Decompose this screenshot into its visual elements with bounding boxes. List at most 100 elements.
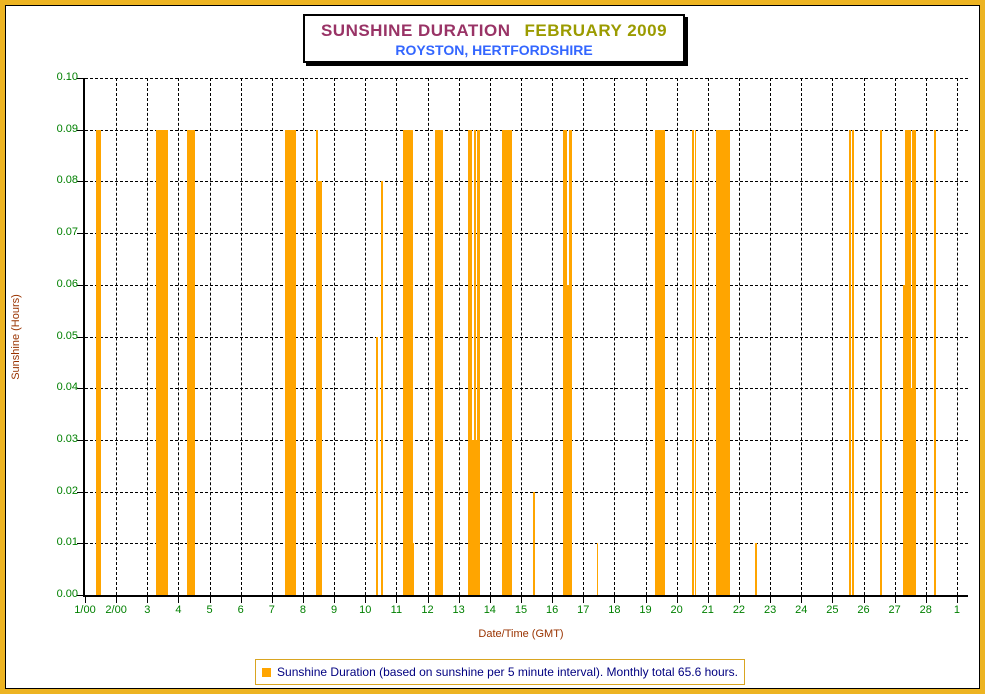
y-tick-label: 0.05	[56, 329, 78, 342]
x-tick-label: 11	[390, 604, 403, 616]
sunshine-bar	[692, 129, 694, 595]
sunshine-bar	[910, 388, 913, 595]
v-gridline	[707, 78, 709, 595]
chart-title-month: FEBRUARY 2009	[524, 21, 668, 40]
y-tick-label: 0.09	[56, 122, 78, 135]
y-tick	[77, 284, 83, 286]
chart-subtitle: ROYSTON, HERTFORDSHIRE	[395, 42, 593, 58]
y-tick-label: 0.07	[56, 226, 78, 239]
v-gridline	[770, 78, 772, 595]
v-gridline	[863, 78, 865, 595]
x-tick-label: 7	[268, 604, 275, 616]
x-tick-label: 22	[732, 604, 746, 616]
v-gridline	[894, 78, 896, 595]
v-gridline	[271, 78, 273, 595]
h-gridline	[85, 336, 968, 338]
y-axis-line	[83, 78, 85, 597]
x-tick-label: 24	[795, 604, 808, 616]
sunshine-bar	[715, 129, 730, 595]
x-tick-label: 27	[888, 604, 901, 616]
sunshine-bar	[569, 129, 573, 595]
x-tick-label: 20	[670, 604, 683, 616]
x-axis-line	[83, 595, 968, 597]
v-gridline	[365, 78, 367, 595]
x-tick-label: 4	[175, 604, 182, 616]
chart-title: SUNSHINE DURATION FEBRUARY 2009	[305, 21, 683, 41]
h-gridline	[85, 233, 968, 235]
sunshine-bar	[472, 439, 474, 595]
x-tick-label: 28	[919, 604, 932, 616]
y-tick-label: 0.00	[56, 588, 78, 600]
x-tick	[271, 597, 273, 603]
v-gridline	[209, 78, 211, 595]
sunshine-bar	[284, 129, 297, 595]
sunshine-bar	[473, 129, 477, 595]
x-tick	[614, 597, 616, 603]
v-gridline	[147, 78, 149, 595]
x-tick	[427, 597, 429, 603]
y-tick	[77, 181, 83, 183]
y-tick	[77, 388, 83, 390]
legend-label: Sunshine Duration (based on sunshine per…	[277, 665, 738, 679]
x-tick-label: 6	[237, 604, 244, 616]
x-tick-label: 2/00	[105, 604, 127, 616]
x-tick-label: 21	[701, 604, 714, 616]
y-tick	[77, 129, 83, 131]
x-tick-label: 5	[206, 604, 213, 616]
x-tick	[209, 597, 211, 603]
legend: Sunshine Duration (based on sunshine per…	[255, 659, 745, 685]
h-gridline	[85, 129, 968, 131]
v-gridline	[552, 78, 554, 595]
v-gridline	[240, 78, 242, 595]
x-tick	[925, 597, 927, 603]
x-tick	[85, 597, 86, 603]
chart-background: SUNSHINE DURATION FEBRUARY 2009 ROYSTON, …	[5, 5, 980, 689]
y-tick-label: 0.03	[56, 432, 78, 445]
x-tick	[676, 597, 678, 603]
x-tick-label: 18	[608, 604, 621, 616]
x-tick	[770, 597, 772, 603]
x-tick	[178, 597, 180, 603]
sunshine-bar	[412, 543, 414, 595]
sunshine-bar	[317, 181, 322, 595]
v-gridline	[334, 78, 336, 595]
sunshine-bar	[435, 129, 444, 595]
x-tick	[645, 597, 647, 603]
v-gridline	[116, 78, 118, 595]
sunshine-bar	[376, 336, 378, 595]
sunshine-bar	[904, 129, 911, 595]
y-tick-label: 0.06	[56, 277, 78, 290]
x-tick-label: 10	[359, 604, 372, 616]
x-tick	[147, 597, 149, 603]
v-gridline	[645, 78, 647, 595]
h-gridline	[85, 491, 968, 493]
x-tick	[396, 597, 398, 603]
chart-title-box: SUNSHINE DURATION FEBRUARY 2009 ROYSTON, …	[303, 14, 685, 63]
x-tick-label: 8	[299, 604, 307, 616]
y-axis-title: Sunshine (Hours)	[10, 294, 22, 380]
y-tick	[77, 439, 83, 441]
sunshine-bar	[912, 129, 917, 595]
sunshine-bar	[381, 181, 383, 595]
x-tick	[956, 597, 958, 603]
sunshine-bar	[694, 129, 697, 595]
y-tick	[77, 543, 83, 545]
sunshine-bar	[755, 543, 757, 595]
x-tick-label: 14	[483, 604, 496, 616]
x-tick	[894, 597, 896, 603]
v-gridline	[801, 78, 803, 595]
x-tick	[707, 597, 709, 603]
y-tick	[77, 595, 83, 596]
x-tick-label: 19	[639, 604, 652, 616]
x-tick	[832, 597, 834, 603]
sunshine-bar	[596, 543, 598, 595]
y-tick-label: 0.10	[56, 71, 78, 83]
x-tick	[520, 597, 522, 603]
y-tick-label: 0.08	[56, 174, 78, 187]
v-gridline	[925, 78, 927, 595]
v-gridline	[614, 78, 616, 595]
h-gridline	[85, 181, 968, 183]
sunshine-bar	[654, 129, 666, 595]
x-tick	[302, 597, 304, 603]
